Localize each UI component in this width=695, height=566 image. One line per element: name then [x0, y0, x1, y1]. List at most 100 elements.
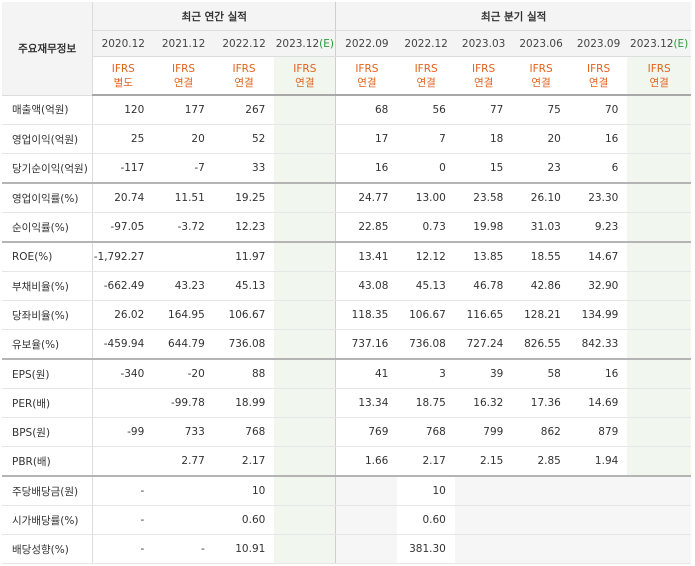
table-row: ROE(%) -1,792.27 11.97 13.41 12.12 13.85 18.55…	[2, 242, 691, 272]
period-header: 2023.12(E)	[627, 30, 691, 57]
period-label: 2022.09	[345, 37, 389, 50]
table-cell: 17	[335, 124, 398, 154]
table-cell: 644.79	[153, 329, 214, 360]
standard-scope: 연결	[295, 76, 315, 89]
table-cell	[454, 534, 513, 564]
period-label: 2022.12	[222, 37, 266, 50]
table-cell: 52	[213, 124, 275, 154]
table-cell	[569, 476, 628, 506]
table-cell: 41	[335, 359, 398, 389]
table-cell: 768	[397, 417, 455, 447]
table-cell: 9.23	[569, 212, 628, 243]
table-cell	[274, 300, 337, 330]
table-cell: 39	[454, 359, 513, 389]
row-label: 순이익률(%)	[2, 212, 94, 243]
table-cell	[627, 242, 691, 272]
table-cell	[627, 271, 691, 301]
table-cell: 2.17	[397, 446, 455, 477]
table-cell	[627, 534, 691, 564]
table-cell: 31.03	[512, 212, 570, 243]
table-cell	[627, 329, 691, 360]
table-cell: 736.08	[213, 329, 275, 360]
table-cell: 45.13	[213, 271, 275, 301]
table-cell: 0.73	[397, 212, 455, 243]
quarterly-group-header: 최근 분기 실적	[335, 2, 691, 31]
table-cell: 11.51	[153, 183, 214, 213]
standard-name: IFRS	[529, 62, 553, 75]
table-cell	[627, 388, 691, 418]
estimate-marker: (E)	[319, 37, 334, 50]
table-cell: 88	[213, 359, 275, 389]
table-cell: 118.35	[335, 300, 398, 330]
table-cell: 23	[512, 153, 570, 184]
row-label: 당좌비율(%)	[2, 300, 94, 330]
table-cell: -	[92, 505, 154, 535]
table-cell: 20	[153, 124, 214, 154]
table-cell	[274, 329, 337, 360]
table-cell: -117	[92, 153, 154, 184]
table-cell	[92, 446, 154, 477]
period-header: 2022.12	[213, 30, 275, 57]
table-cell: -1,792.27	[92, 242, 154, 272]
table-row: 영업이익(억원) 25 20 52 17 7 18 20 16	[2, 124, 691, 154]
standard-name: IFRS	[587, 62, 611, 75]
table-cell: 45.13	[397, 271, 455, 301]
table-cell	[274, 242, 337, 272]
standard-scope: 연결	[531, 76, 551, 89]
table-cell: -3.72	[153, 212, 214, 243]
row-label: ROE(%)	[2, 242, 94, 272]
table-cell: 267	[213, 95, 275, 125]
table-cell: 381.30	[397, 534, 455, 564]
annual-group-header: 최근 연간 실적	[92, 2, 337, 31]
accounting-standard: IFRS 연결	[213, 56, 275, 96]
table-cell	[627, 446, 691, 477]
table-row: 당기순이익(억원) -117 -7 33 16 0 15 23 6	[2, 153, 691, 184]
accounting-standard: IFRS 연결	[627, 56, 691, 96]
table-cell: 68	[335, 95, 398, 125]
table-cell: -99.78	[153, 388, 214, 418]
table-cell	[274, 388, 337, 418]
table-cell	[627, 505, 691, 535]
table-body: 매출액(억원) 120 177 267 68 56 77 75 70 영업이익(억원) 25 20 52…	[2, 95, 691, 564]
table-cell: 116.65	[454, 300, 513, 330]
table-cell	[92, 388, 154, 418]
table-row: 당좌비율(%) 26.02 164.95 106.67 118.35 106.67 116.…	[2, 300, 691, 330]
table-cell: 0	[397, 153, 455, 184]
table-cell: -97.05	[92, 212, 154, 243]
table-cell	[274, 124, 337, 154]
standard-scope: 연결	[173, 76, 194, 89]
table-cell: 13.85	[454, 242, 513, 272]
table-cell	[274, 95, 337, 125]
table-cell: 164.95	[153, 300, 214, 330]
table-cell: 842.33	[569, 329, 628, 360]
table-cell: -	[92, 534, 154, 564]
table-cell: 736.08	[397, 329, 455, 360]
table-cell	[153, 476, 214, 506]
period-header-row: 2020.12 2021.12 2022.12 2023.12(E) 2022.09 20…	[2, 30, 691, 57]
table-cell	[153, 242, 214, 272]
standard-scope: 연결	[649, 76, 669, 89]
table-cell: 120	[92, 95, 154, 125]
standard-name: IFRS	[111, 62, 135, 75]
row-label: PBR(배)	[2, 446, 94, 477]
table-cell	[627, 417, 691, 447]
table-cell	[274, 271, 337, 301]
period-label: 2023.12	[275, 37, 320, 50]
table-row: 매출액(억원) 120 177 267 68 56 77 75 70	[2, 95, 691, 125]
accounting-standard: IFRS 연결	[454, 56, 513, 96]
period-label: 2023.06	[519, 37, 563, 50]
accounting-standard: IFRS 연결	[397, 56, 455, 96]
table-cell	[274, 153, 337, 184]
accounting-standard: IFRS 연결	[335, 56, 398, 96]
row-label: 당기순이익(억원)	[2, 153, 94, 184]
period-label: 2023.03	[461, 37, 506, 50]
table-cell: 7	[397, 124, 455, 154]
table-cell: 56	[397, 95, 455, 125]
standard-name: IFRS	[232, 62, 256, 75]
table-cell: 16	[569, 124, 628, 154]
table-cell: 32.90	[569, 271, 628, 301]
table-row: 부채비율(%) -662.49 43.23 45.13 43.08 45.13 46.78 4…	[2, 271, 691, 301]
period-header: 2023.09	[569, 30, 628, 57]
table-cell: 14.69	[569, 388, 628, 418]
table-cell: 16	[569, 359, 628, 389]
